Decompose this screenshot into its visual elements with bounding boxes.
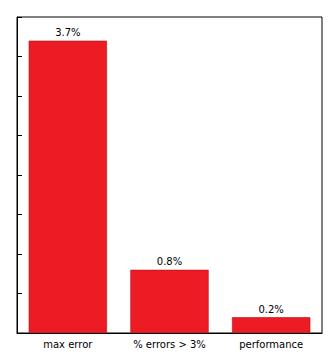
svg-text:% errors > 3%: % errors > 3% xyxy=(133,339,206,350)
svg-text:0.2%: 0.2% xyxy=(258,304,283,315)
svg-text:performance: performance xyxy=(239,339,303,350)
svg-text:max error: max error xyxy=(43,339,93,350)
svg-text:0.8%: 0.8% xyxy=(157,256,182,267)
svg-text:3.7%: 3.7% xyxy=(55,27,80,38)
